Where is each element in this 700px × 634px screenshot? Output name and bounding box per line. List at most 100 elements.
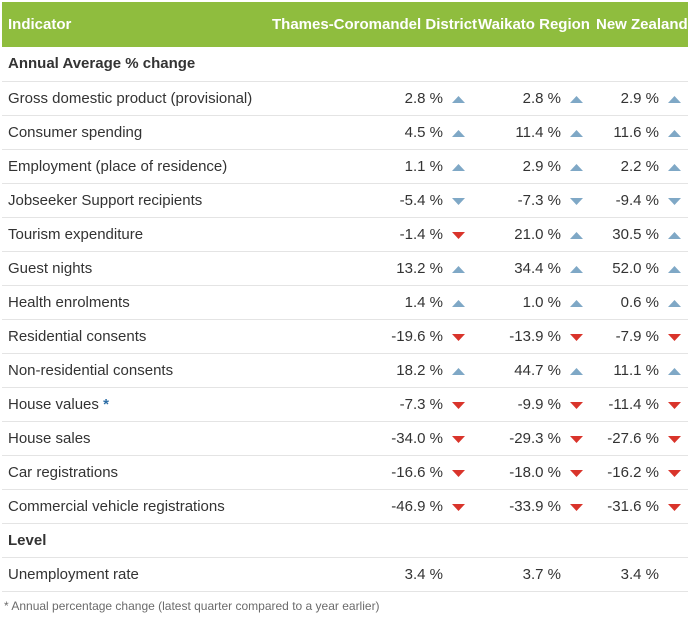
value-cell: -31.6 %	[590, 489, 688, 523]
indicator-label-cell: Non-residential consents	[2, 353, 266, 387]
value-cell: 3.4 %	[266, 557, 472, 591]
value-cell: -7.3 %	[266, 387, 472, 421]
value-text: -7.3 %	[517, 191, 561, 209]
value-cell: 11.1 %	[590, 353, 688, 387]
triangle-up-icon	[451, 298, 466, 308]
triangle-down-icon	[667, 502, 682, 512]
value-text: 11.6 %	[613, 123, 659, 141]
value-text: -5.4 %	[399, 191, 443, 209]
indicator-label-cell: Jobseeker Support recipients	[2, 183, 266, 217]
value-text: 44.7 %	[514, 361, 561, 379]
indicator-label: Tourism expenditure	[8, 225, 144, 243]
value-cell: -11.4 %	[590, 387, 688, 421]
value-text: 0.6 %	[620, 293, 659, 311]
triangle-up-icon	[667, 162, 682, 172]
triangle-up-icon	[451, 366, 466, 376]
indicator-label-cell: Health enrolments	[2, 285, 266, 319]
value-text: 1.0 %	[522, 293, 561, 311]
value-cell: 11.6 %	[590, 115, 688, 149]
value-text: -7.3 %	[399, 395, 443, 413]
indicator-label: Non-residential consents	[8, 361, 174, 379]
value-text: -9.4 %	[615, 191, 659, 209]
value-text: -16.2 %	[607, 463, 659, 481]
value-cell: 2.8 %	[266, 81, 472, 115]
value-text: 11.1 %	[613, 361, 659, 379]
value-cell: -7.3 %	[472, 183, 590, 217]
value-text: -34.0 %	[391, 429, 443, 447]
triangle-up-icon	[451, 128, 466, 138]
value-cell: 11.4 %	[472, 115, 590, 149]
triangle-up-icon	[569, 94, 584, 104]
triangle-up-icon	[667, 264, 682, 274]
indicator-label-cell: Guest nights	[2, 251, 266, 285]
value-text: 21.0 %	[514, 225, 561, 243]
value-text: 52.0 %	[612, 259, 659, 277]
value-text: 4.5 %	[404, 123, 443, 141]
value-text: 2.2 %	[620, 157, 659, 175]
triangle-down-icon	[569, 400, 584, 410]
value-cell: 1.4 %	[266, 285, 472, 319]
triangle-up-icon	[569, 298, 584, 308]
indicator-label-cell: House sales	[2, 421, 266, 455]
triangle-up-icon	[569, 366, 584, 376]
value-text: -9.9 %	[517, 395, 561, 413]
indicator-label: Unemployment rate	[8, 565, 139, 583]
header-waikato: Waikato Region	[478, 16, 590, 33]
table-row: Car registrations -16.6 % -18.0 % -16.2 %	[2, 455, 688, 489]
table-row: Commercial vehicle registrations -46.9 % -…	[2, 489, 688, 523]
value-cell: 34.4 %	[472, 251, 590, 285]
table-row: Residential consents -19.6 % -13.9 % -7.9 %	[2, 319, 688, 353]
triangle-up-icon	[569, 230, 584, 240]
triangle-up-icon	[451, 94, 466, 104]
value-cell: 0.6 %	[590, 285, 688, 319]
value-cell: 1.0 %	[472, 285, 590, 319]
value-text: 3.4 %	[404, 565, 443, 583]
section-heading: Annual Average % change	[8, 55, 196, 73]
indicator-label-cell: Commercial vehicle registrations	[2, 489, 266, 523]
table-header-row: Indicator Thames-Coromandel District Wai…	[2, 2, 688, 47]
triangle-down-icon	[569, 196, 584, 206]
value-text: 2.8 %	[522, 89, 561, 107]
value-cell: 4.5 %	[266, 115, 472, 149]
header-indicator: Indicator	[8, 16, 72, 33]
value-cell: 1.1 %	[266, 149, 472, 183]
value-text: -7.9 %	[615, 327, 659, 345]
value-cell: 13.2 %	[266, 251, 472, 285]
value-cell: -9.4 %	[590, 183, 688, 217]
indicator-label: Employment (place of residence)	[8, 157, 228, 175]
value-cell: -13.9 %	[472, 319, 590, 353]
value-cell: -16.6 %	[266, 455, 472, 489]
table-row: House sales -34.0 % -29.3 % -27.6 %	[2, 421, 688, 455]
section-heading: Level	[8, 531, 47, 549]
value-text: 2.9 %	[620, 89, 659, 107]
indicator-label-cell: House values *	[2, 387, 266, 421]
value-cell: 18.2 %	[266, 353, 472, 387]
triangle-down-icon	[569, 502, 584, 512]
indicator-label: House values	[8, 395, 99, 413]
value-cell: -16.2 %	[590, 455, 688, 489]
triangle-down-icon	[451, 332, 466, 342]
value-text: 2.8 %	[404, 89, 443, 107]
value-text: -29.3 %	[509, 429, 561, 447]
value-cell: 2.9 %	[472, 149, 590, 183]
value-text: 30.5 %	[612, 225, 659, 243]
indicator-label-cell: Residential consents	[2, 319, 266, 353]
triangle-up-icon	[569, 128, 584, 138]
value-cell: 30.5 %	[590, 217, 688, 251]
triangle-down-icon	[451, 400, 466, 410]
triangle-down-icon	[451, 468, 466, 478]
header-thames-coromandel: Thames-Coromandel District	[272, 16, 478, 33]
table-row: House values * -7.3 % -9.9 % -11.4 %	[2, 387, 688, 421]
triangle-up-icon	[667, 128, 682, 138]
triangle-down-icon	[569, 332, 584, 342]
value-cell: 2.9 %	[590, 81, 688, 115]
value-text: -46.9 %	[391, 497, 443, 515]
table-row: Consumer spending 4.5 % 11.4 % 11.6 %	[2, 115, 688, 149]
value-cell: 44.7 %	[472, 353, 590, 387]
indicator-label: Jobseeker Support recipients	[8, 191, 203, 209]
indicator-label: Consumer spending	[8, 123, 143, 141]
triangle-down-icon	[667, 400, 682, 410]
footnote: * Annual percentage change (latest quart…	[4, 599, 380, 613]
value-text: 3.4 %	[620, 565, 659, 583]
value-cell: -46.9 %	[266, 489, 472, 523]
